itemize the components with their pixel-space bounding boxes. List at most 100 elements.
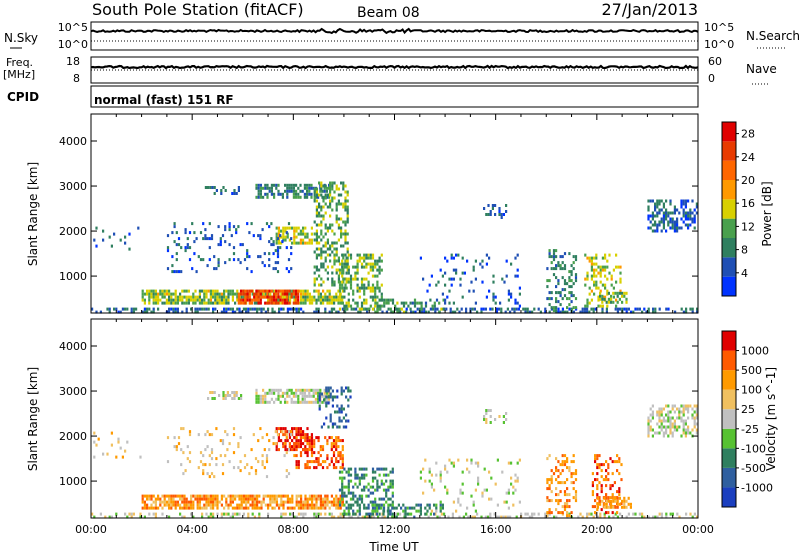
heatmap-cell [320, 229, 323, 233]
heatmap-cell [595, 253, 598, 257]
heatmap-cell [324, 307, 327, 311]
power-ytick-label: 4000 [59, 135, 87, 148]
heatmap-cell [286, 186, 289, 190]
heatmap-cell [610, 283, 613, 287]
heatmap-cell [438, 310, 441, 314]
heatmap-cell [337, 506, 340, 510]
heatmap-cell [477, 476, 480, 480]
heatmap-cell [417, 509, 420, 513]
heatmap-cell [374, 262, 377, 266]
heatmap-cell [396, 307, 399, 311]
heatmap-cell [347, 265, 350, 269]
heatmap-cell [330, 457, 333, 461]
heatmap-cell [150, 503, 153, 507]
heatmap-cell [614, 307, 617, 311]
heatmap-cell [159, 497, 162, 501]
heatmap-cell [684, 199, 687, 203]
heatmap-cell [106, 452, 109, 456]
heatmap-cell [335, 268, 338, 272]
heatmap-cell [324, 256, 327, 260]
heatmap-cell [615, 253, 618, 257]
heatmap-cell [667, 307, 670, 311]
heatmap-cell [196, 295, 199, 299]
heatmap-cell [291, 289, 294, 293]
heatmap-cell [308, 445, 311, 449]
heatmap-cell [347, 298, 350, 302]
heatmap-cell [516, 274, 519, 278]
heatmap-cell [647, 419, 650, 423]
heatmap-cell [440, 512, 443, 516]
heatmap-cell [328, 397, 331, 401]
heatmap-cell [468, 470, 471, 474]
heatmap-cell [207, 301, 210, 305]
heatmap-cell [229, 515, 232, 519]
heatmap-cell [356, 289, 359, 293]
heatmap-cell [302, 241, 305, 245]
heatmap-cell [349, 389, 352, 393]
heatmap-cell [342, 407, 345, 411]
heatmap-cell [375, 512, 378, 516]
heatmap-cell [243, 466, 247, 470]
heatmap-cell [367, 482, 370, 486]
heatmap-cell [201, 494, 204, 498]
heatmap-cell [574, 490, 578, 494]
heatmap-cell [363, 506, 366, 510]
heatmap-cell [208, 222, 211, 226]
heatmap-cell [389, 307, 392, 311]
heatmap-cell [240, 500, 243, 504]
heatmap-cell [286, 497, 289, 501]
heatmap-cell [287, 258, 291, 262]
heatmap-cell [544, 310, 547, 314]
heatmap-cell [322, 184, 325, 188]
heatmap-cell [302, 226, 305, 230]
heatmap-cell [649, 419, 652, 423]
heatmap-cell [220, 298, 223, 302]
heatmap-cell [268, 400, 271, 404]
heatmap-cell [286, 192, 289, 196]
heatmap-cell [555, 267, 558, 271]
heatmap-cell [555, 469, 558, 473]
heatmap-cell [220, 292, 223, 296]
heatmap-cell [570, 270, 573, 274]
heatmap-cell [374, 304, 377, 308]
heatmap-cell [342, 389, 345, 393]
heatmap-cell [374, 274, 377, 278]
heatmap-cell [360, 277, 364, 281]
heatmap-cell [165, 494, 168, 498]
heatmap-cell [472, 503, 475, 507]
heatmap-cell [209, 500, 212, 504]
heatmap-cell [477, 461, 480, 465]
heatmap-cell [315, 223, 318, 227]
heatmap-cell [599, 297, 602, 301]
heatmap-cell [328, 310, 331, 314]
heatmap-cell [326, 457, 329, 461]
heatmap-cell [651, 413, 654, 417]
heatmap-cell [570, 291, 573, 295]
heatmap-cell [313, 298, 316, 302]
heatmap-cell [293, 445, 296, 449]
heatmap-cell [643, 307, 646, 311]
heatmap-cell [182, 472, 185, 476]
heatmap-cell [600, 463, 603, 467]
heatmap-cell [338, 476, 342, 480]
heatmap-cell [268, 298, 271, 302]
heatmap-cell [687, 226, 690, 230]
heatmap-cell [203, 301, 206, 305]
heatmap-cell [320, 205, 323, 209]
heatmap-cell [627, 502, 630, 506]
heatmap-cell [347, 473, 350, 477]
heatmap-cell [281, 195, 284, 199]
heatmap-cell [591, 472, 594, 476]
heatmap-cell [344, 310, 347, 314]
heatmap-cell [293, 241, 296, 245]
power-colorbar-swatch [722, 218, 736, 238]
heatmap-cell [320, 187, 323, 191]
heatmap-cell [382, 503, 386, 507]
heatmap-cell [356, 503, 359, 507]
heatmap-cell [217, 225, 220, 229]
heatmap-cell [436, 515, 439, 519]
heatmap-cell [176, 494, 179, 498]
heatmap-cell [323, 400, 326, 404]
heatmap-cell [383, 515, 386, 519]
heatmap-cell [647, 434, 650, 438]
